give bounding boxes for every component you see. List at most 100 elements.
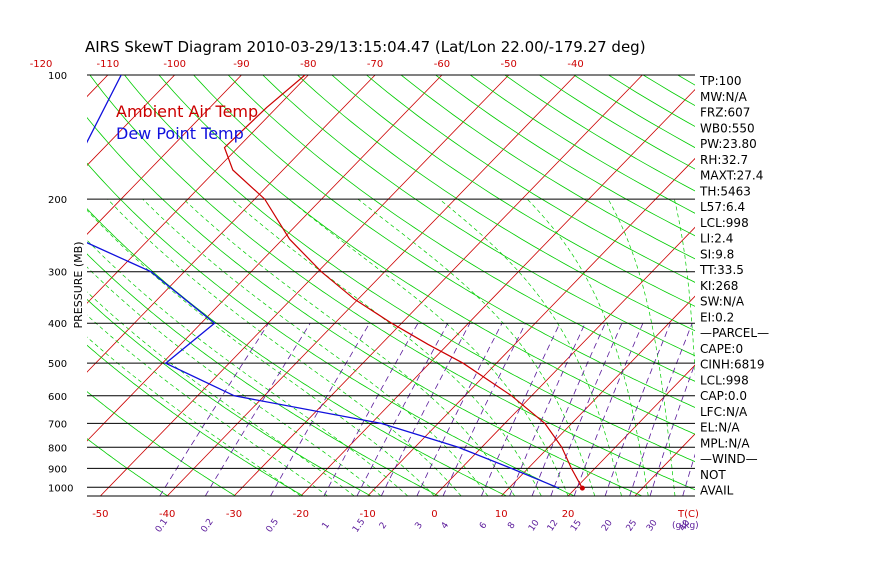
bottom-temp-tick-label: 0 xyxy=(431,509,437,520)
mixing-ratio-unit-label: (g/kg) xyxy=(672,521,699,531)
moist-adiabat-grid xyxy=(0,199,702,496)
dry-adiabat-line xyxy=(851,75,870,496)
sounding-index-label: TT:33.5 xyxy=(699,263,744,277)
top-temp-tick-label: -50 xyxy=(501,59,517,70)
sounding-index-label: NOT xyxy=(700,468,726,482)
mixing-ratio-tick-label: 30 xyxy=(645,518,660,533)
sounding-index-label: AVAIL xyxy=(700,484,734,498)
pressure-tick-label: 900 xyxy=(48,464,67,475)
sounding-index-label: CAPE:0 xyxy=(700,342,743,356)
top-temp-tick-label: -60 xyxy=(434,59,450,70)
sounding-index-label: LCL:998 xyxy=(700,216,749,230)
sounding-index-label: TH:5463 xyxy=(699,184,751,198)
moist-adiabat-line xyxy=(289,199,568,496)
dry-adiabat-line xyxy=(816,75,870,496)
moist-adiabat-line xyxy=(108,199,462,496)
sounding-index-label: EI:0.2 xyxy=(700,310,734,324)
bottom-temp-tick-label: -20 xyxy=(293,509,309,520)
pressure-tick-label: 600 xyxy=(48,392,67,403)
mixing-ratio-line xyxy=(324,323,418,496)
dry-adiabat-line xyxy=(263,75,870,496)
mixing-ratio-line xyxy=(532,323,605,496)
sounding-index-label: FRZ:607 xyxy=(700,106,750,120)
sounding-index-label: KI:268 xyxy=(700,279,738,293)
isotherm-line xyxy=(434,75,842,496)
mixing-ratio-tick-label: 1 xyxy=(321,521,332,531)
sounding-index-label: SW:N/A xyxy=(700,295,745,309)
dry-adiabat-line xyxy=(401,75,870,496)
legend-dew-point-temp: Dew Point Temp xyxy=(116,124,244,143)
sounding-index-label: WB0:550 xyxy=(700,121,755,135)
isotherm-line xyxy=(768,75,870,496)
mixing-ratio-line xyxy=(205,323,310,496)
pressure-tick-label: 500 xyxy=(48,359,67,370)
sounding-index-label: —PARCEL— xyxy=(700,326,769,340)
bottom-temp-tick-label: -10 xyxy=(359,509,375,520)
temperature-unit-label: T(C) xyxy=(677,509,699,520)
top-temp-tick-label: -90 xyxy=(233,59,249,70)
pressure-tick-label: 200 xyxy=(48,195,67,206)
sounding-index-label: TP:100 xyxy=(699,74,742,88)
dry-adiabat-line xyxy=(782,75,870,496)
sounding-index-label: MPL:N/A xyxy=(700,436,750,450)
moist-adiabat-line xyxy=(0,199,301,496)
chart-title: AIRS SkewT Diagram 2010-03-29/13:15:04.4… xyxy=(85,38,646,56)
mixing-ratio-tick-label: 8 xyxy=(506,520,518,531)
sounding-indices-panel: TP:100MW:N/AFRZ:607WB0:550PW:23.80RH:32.… xyxy=(699,74,769,498)
sounding-index-label: EL:N/A xyxy=(700,421,740,435)
sounding-index-label: CAP:0.0 xyxy=(700,389,747,403)
top-temp-tick-label: -100 xyxy=(163,59,186,70)
top-temp-tick-label: -70 xyxy=(367,59,383,70)
bottom-temp-tick-label: -30 xyxy=(226,509,242,520)
pressure-tick-label: 300 xyxy=(48,268,67,279)
mixing-ratio-tick-label: 0.5 xyxy=(265,517,281,534)
mixing-ratio-tick-label: 20 xyxy=(600,518,615,533)
dry-adiabat-line xyxy=(297,75,870,496)
moist-adiabat-line xyxy=(184,199,515,496)
sounding-index-label: —WIND— xyxy=(700,452,758,466)
isotherm-line xyxy=(0,75,108,496)
sounding-index-label: MW:N/A xyxy=(700,90,748,104)
sounding-index-label: CINH:6819 xyxy=(700,358,765,372)
mixing-ratio-tick-label: 3 xyxy=(414,521,425,531)
moist-adiabat-line xyxy=(143,199,488,496)
sounding-index-label: LFC:N/A xyxy=(700,405,748,419)
pressure-tick-label: 700 xyxy=(48,419,67,430)
bottom-temp-tick-label: 10 xyxy=(495,509,508,520)
top-temp-tick-label: -110 xyxy=(97,59,120,70)
sounding-index-label: SI:9.8 xyxy=(700,247,734,261)
mixing-ratio-tick-label: 2 xyxy=(378,521,389,531)
mixing-ratio-tick-label: 25 xyxy=(625,518,640,533)
sounding-index-label: MAXT:27.4 xyxy=(700,169,763,183)
mixing-ratio-line xyxy=(605,323,670,496)
top-temp-tick-label: -40 xyxy=(567,59,583,70)
mixing-ratio-tick-label: 6 xyxy=(478,520,490,531)
isotherm-line xyxy=(0,75,41,496)
pressure-tick-label: 800 xyxy=(48,443,67,454)
pressure-tick-label: 100 xyxy=(48,71,67,82)
pressure-tick-label: 400 xyxy=(48,319,67,330)
moist-adiabat-line xyxy=(50,199,408,496)
pressure-tick-label: 1000 xyxy=(48,483,73,494)
top-temp-tick-label: -120 xyxy=(30,59,53,70)
dry-adiabat-line xyxy=(367,75,870,496)
mixing-ratio-tick-label: 15 xyxy=(569,518,584,533)
bottom-temp-tick-label: 20 xyxy=(562,509,575,520)
dry-adiabat-line xyxy=(747,75,870,496)
bottom-temp-tick-label: -50 xyxy=(92,509,108,520)
mixing-ratio-line xyxy=(381,323,470,496)
surface-parcel-marker xyxy=(580,486,585,491)
mixing-ratio-tick-label: 0.2 xyxy=(199,517,215,534)
sounding-index-label: LCL:998 xyxy=(700,373,749,387)
moist-adiabat-line xyxy=(77,199,435,496)
mixing-ratio-tick-label: 12 xyxy=(546,518,561,533)
top-temp-tick-label: -80 xyxy=(300,59,316,70)
sounding-index-label: RH:32.7 xyxy=(700,153,748,167)
mixing-ratio-tick-label: 4 xyxy=(440,520,452,531)
sounding-index-label: L57:6.4 xyxy=(700,200,745,214)
sounding-index-label: LI:2.4 xyxy=(700,232,733,246)
legend-ambient-air-temp: Ambient Air Temp xyxy=(116,102,258,121)
temperature-profile-line xyxy=(225,75,583,488)
